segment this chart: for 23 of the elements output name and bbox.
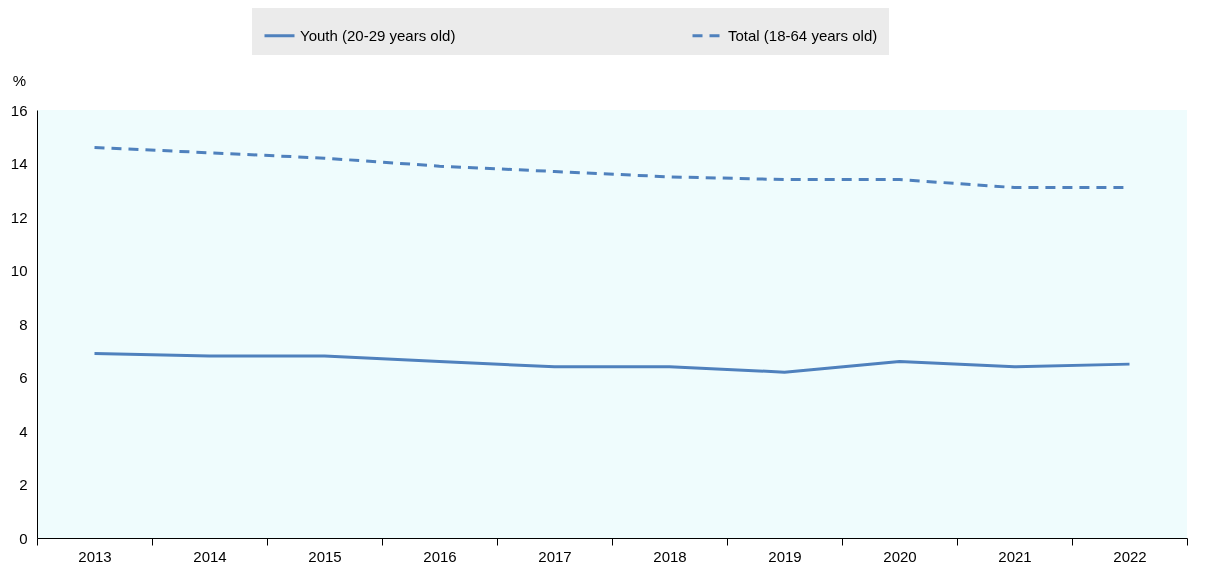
x-tick-label: 2016 [423, 547, 457, 565]
y-tick-label: 10 [10, 262, 28, 279]
y-tick-label: 0 [19, 529, 28, 547]
x-tick-label: 2021 [998, 547, 1032, 565]
x-tick-label: 2017 [538, 547, 572, 565]
x-tick-label: 2019 [768, 547, 802, 565]
y-tick-label: 14 [10, 155, 28, 172]
x-tick-label: 2018 [653, 547, 687, 565]
x-tick-label: 2020 [883, 547, 917, 565]
x-tick-label: 2022 [1113, 547, 1147, 565]
y-tick-label: 12 [10, 208, 28, 226]
y-tick-label: 6 [19, 369, 28, 386]
legend-label: Youth (20-29 years old) [300, 26, 456, 44]
y-axis-title: % [12, 71, 27, 89]
y-tick-label: 8 [19, 315, 28, 333]
x-tick-label: 2015 [308, 547, 342, 565]
x-tick-label: 2014 [193, 547, 227, 565]
legend-label: Total (18-64 years old) [728, 26, 878, 44]
y-tick-label: 16 [10, 101, 28, 119]
y-tick-label: 2 [19, 476, 28, 493]
y-tick-label: 4 [19, 422, 28, 440]
line-series [93, 351, 1131, 374]
x-tick-label: 2013 [78, 547, 112, 565]
